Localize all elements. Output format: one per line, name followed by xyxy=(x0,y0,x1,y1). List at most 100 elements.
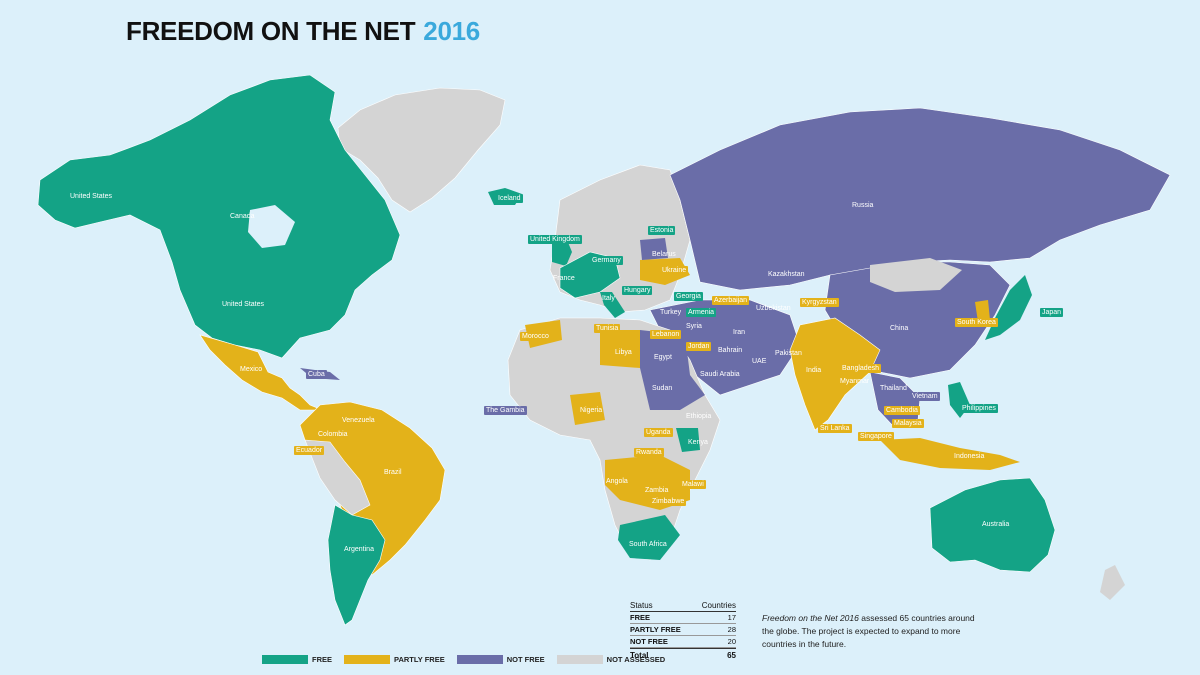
label-australia: Australia xyxy=(982,521,1010,528)
label-vietnam: Vietnam xyxy=(910,392,940,401)
korea-shape xyxy=(975,300,990,322)
label-us-alaska: United States xyxy=(70,193,113,200)
label-kenya: Kenya xyxy=(688,439,708,446)
label-kazakhstan: Kazakhstan xyxy=(768,271,805,278)
label-canada: Canada xyxy=(230,213,255,220)
label-jordan: Jordan xyxy=(686,342,712,351)
nigeria-shape xyxy=(570,392,605,425)
legend-not-free: NOT FREE xyxy=(456,655,545,664)
label-lebanon: Lebanon xyxy=(650,330,682,339)
legend-swatch-partly-free xyxy=(344,655,391,664)
label-kyrgyzstan: Kyrgyzstan xyxy=(800,298,839,307)
label-brazil: Brazil xyxy=(384,469,402,476)
table-total-row: Total 65 xyxy=(630,648,736,660)
label-singapore: Singapore xyxy=(858,432,894,441)
legend-swatch-free xyxy=(262,655,308,664)
label-uganda: Uganda xyxy=(644,428,673,437)
page-title: FREEDOM ON THE NET 2016 xyxy=(126,16,480,46)
libya-shape xyxy=(600,330,640,368)
label-south-africa: South Africa xyxy=(627,540,669,549)
italy-shape xyxy=(600,292,625,318)
greenland xyxy=(337,87,506,213)
label-estonia: Estonia xyxy=(648,226,676,235)
label-colombia: Colombia xyxy=(316,430,350,439)
belarus-shape xyxy=(640,238,668,260)
table-row: FREE 17 xyxy=(630,613,736,624)
label-ethiopia: Ethiopia xyxy=(686,413,712,420)
indonesia xyxy=(880,438,1020,470)
argentina xyxy=(327,504,386,626)
legend-swatch-not-free xyxy=(456,655,503,664)
label-argentina: Argentina xyxy=(344,546,374,553)
label-nigeria: Nigeria xyxy=(580,407,603,414)
sudan-egypt xyxy=(640,330,705,410)
label-angola: Angola xyxy=(606,478,628,485)
label-egypt: Egypt xyxy=(654,354,672,361)
label-united-kingdom: United Kingdom xyxy=(528,235,582,244)
label-ecuador: Ecuador xyxy=(294,446,325,455)
label-zimbabwe: Zimbabwe xyxy=(650,497,687,506)
north-america xyxy=(37,74,401,359)
label-pakistan: Pakistan xyxy=(775,350,802,357)
label-sudan: Sudan xyxy=(652,385,673,392)
label-zambia: Zambia xyxy=(645,487,669,494)
label-japan: Japan xyxy=(1040,308,1064,317)
legend-free: FREE xyxy=(262,655,332,664)
table-row: PARTLY FREE 28 xyxy=(630,625,736,636)
label-malaysia: Malaysia xyxy=(892,419,924,428)
label-malawi: Malawi xyxy=(680,480,706,489)
label-mexico: Mexico xyxy=(238,365,265,374)
southern-africa-partly xyxy=(605,455,690,510)
label-venezuela: Venezuela xyxy=(340,416,377,425)
label-thailand: Thailand xyxy=(880,385,907,392)
label-bahrain: Bahrain xyxy=(718,347,743,354)
legend-swatch-not-assessed xyxy=(556,655,603,664)
label-philippines: Philippines xyxy=(960,404,998,413)
label-germany: Germany xyxy=(590,256,623,265)
kenya-shape xyxy=(676,428,700,452)
label-the-gambia: The Gambia xyxy=(484,406,527,415)
label-india: India xyxy=(806,367,822,374)
label-myanmar: Myanmar xyxy=(840,378,870,385)
mongolia xyxy=(870,258,962,292)
new-zealand xyxy=(1100,565,1125,600)
label-rwanda: Rwanda xyxy=(634,448,664,457)
label-hungary: Hungary xyxy=(622,286,653,295)
label-azerbaijan: Azerbaijan xyxy=(712,296,750,305)
legend-partly-free: PARTLY FREE xyxy=(344,655,445,664)
label-china: China xyxy=(890,325,909,332)
label-cambodia: Cambodia xyxy=(884,406,920,415)
label-tunisia: Tunisia xyxy=(594,324,621,333)
label-ukraine: Ukraine xyxy=(660,266,689,275)
footnote-italic: Freedom on the Net 2016 xyxy=(762,613,859,623)
label-indonesia: Indonesia xyxy=(954,453,985,460)
status-table-header: Status Countries xyxy=(630,601,736,612)
label-morocco: Morocco xyxy=(520,332,551,341)
label-italy: Italy xyxy=(602,295,615,302)
label-bangladesh: Bangladesh xyxy=(840,364,881,373)
peru-bolivia xyxy=(304,439,371,516)
label-uae: UAE xyxy=(750,357,769,366)
label-south-korea: South Korea xyxy=(955,318,998,327)
russia xyxy=(669,107,1171,291)
table-row: NOT FREE 20 xyxy=(630,637,736,648)
label-georgia: Georgia xyxy=(674,292,703,301)
label-uzbekistan: Uzbekistan xyxy=(756,305,791,312)
label-cuba: Cuba xyxy=(306,370,327,379)
label-france: France xyxy=(553,275,575,282)
label-united-states: United States xyxy=(222,301,265,308)
footnote-text: assessed 65 countries around the globe. … xyxy=(762,613,975,649)
label-saudi-arabia: Saudi Arabia xyxy=(700,371,740,378)
label-iran: Iran xyxy=(733,329,746,336)
label-belarus: Belarus xyxy=(652,251,676,258)
status-table: Status Countries FREE 17 PARTLY FREE 28 NOT… xyxy=(630,601,736,660)
label-russia: Russia xyxy=(852,202,874,209)
label-sri-lanka: Sri Lanka xyxy=(818,424,852,433)
india xyxy=(789,317,881,431)
map-legend: FREE PARTLY FREE NOT FREE NOT ASSESSED xyxy=(262,655,671,664)
hudson-bay xyxy=(248,205,295,248)
legend-not-assessed: NOT ASSESSED xyxy=(556,655,665,664)
title-year: 2016 xyxy=(423,16,480,46)
label-armenia: Armenia xyxy=(686,308,717,317)
